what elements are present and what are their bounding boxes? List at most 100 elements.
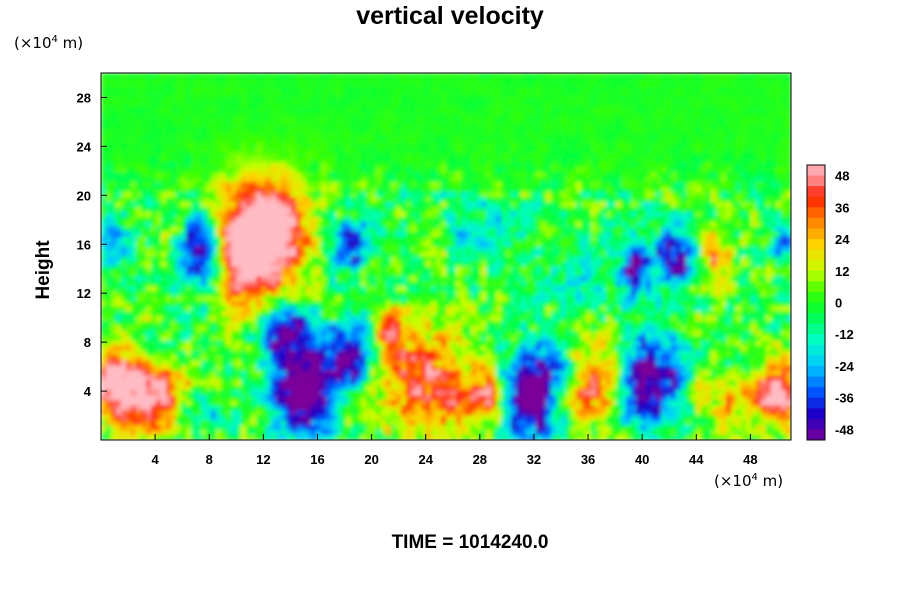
heatmap-cell [156,276,162,282]
heatmap-cell [406,410,412,416]
heatmap-cell [206,162,212,168]
heatmap-cell [111,415,117,421]
heatmap-cell [286,400,292,406]
heatmap-cell [216,271,222,277]
heatmap-cell [411,182,417,188]
heatmap-cell [316,122,322,129]
heatmap-cell [146,435,152,440]
heatmap-cell [191,122,197,129]
heatmap-cell [306,246,312,253]
heatmap-cell [366,82,372,89]
heatmap-cell [181,286,187,292]
heatmap-cell [206,306,212,312]
heatmap-cell [111,127,117,134]
heatmap-cell [236,192,242,198]
heatmap-cell [376,395,382,401]
heatmap-cell [336,251,342,258]
heatmap-cell [236,276,242,282]
heatmap-cell [346,182,352,188]
heatmap-cell [136,385,142,392]
heatmap-cell [406,137,412,144]
heatmap-cell [206,142,212,148]
heatmap-cell [381,187,387,193]
heatmap-cell [391,355,397,362]
heatmap-cell [301,335,307,342]
heatmap-cell [121,97,127,104]
heatmap-cell [116,236,122,243]
heatmap-cell [161,132,167,139]
heatmap-cell [226,380,232,387]
heatmap-cell [436,236,442,243]
heatmap-cell [241,425,247,431]
heatmap-cell [281,365,287,372]
heatmap-cell [426,226,432,233]
heatmap-cell [216,172,222,178]
heatmap-cell [406,385,412,392]
heatmap-cell [226,400,232,406]
heatmap-cell [411,420,417,426]
heatmap-cell [341,296,347,302]
heatmap-cell [106,291,112,297]
heatmap-cell [266,77,272,84]
heatmap-cell [341,196,347,203]
heatmap-cell [151,430,157,436]
heatmap-cell [361,187,367,193]
heatmap-cell [386,420,392,426]
heatmap-cell [136,117,142,124]
heatmap-cell [251,286,257,292]
heatmap-cell [181,216,187,223]
heatmap-cell [361,92,367,99]
heatmap-cell [146,142,152,148]
heatmap-cell [306,107,312,114]
heatmap-cell [306,380,312,387]
heatmap-cell [401,172,407,178]
heatmap-cell [186,117,192,124]
heatmap-cell [136,221,142,228]
heatmap-cell [341,177,347,183]
heatmap-cell [346,420,352,426]
heatmap-cell [416,107,422,114]
heatmap-cell [336,306,342,312]
heatmap-cell [296,311,302,317]
heatmap-cell [181,350,187,357]
heatmap-cell [246,162,252,168]
heatmap-cell [326,385,332,392]
heatmap-cell [361,390,367,396]
heatmap-cell [316,256,322,263]
heatmap-cell [166,405,172,411]
heatmap-cell [191,241,197,248]
heatmap-cell [251,221,257,228]
heatmap-cell [341,370,347,377]
heatmap-cell [261,142,267,148]
heatmap-cell [141,286,147,292]
heatmap-cell [101,365,107,372]
heatmap-cell [206,340,212,347]
heatmap-cell [126,122,132,129]
heatmap-cell [426,330,432,337]
heatmap-cell [331,370,337,377]
heatmap-cell [236,410,242,416]
heatmap-cell [426,196,432,203]
heatmap-cell [366,335,372,342]
heatmap-cell [386,375,392,382]
heatmap-cell [396,152,402,158]
heatmap-cell [311,365,317,372]
heatmap-cell [331,77,337,84]
heatmap-cell [356,82,362,89]
heatmap-cell [151,320,157,327]
heatmap-cell [381,117,387,124]
heatmap-cell [396,256,402,263]
heatmap-cell [406,107,412,114]
heatmap-cell [336,152,342,158]
heatmap-cell [311,107,317,114]
heatmap-cell [371,132,377,139]
heatmap-cell [261,87,267,94]
heatmap-cell [276,206,282,213]
heatmap-cell [236,221,242,228]
heatmap-cell [206,311,212,317]
heatmap-cell [391,345,397,352]
heatmap-cell [101,390,107,396]
heatmap-cell [376,107,382,114]
heatmap-cell [276,201,282,208]
heatmap-cell [281,430,287,436]
